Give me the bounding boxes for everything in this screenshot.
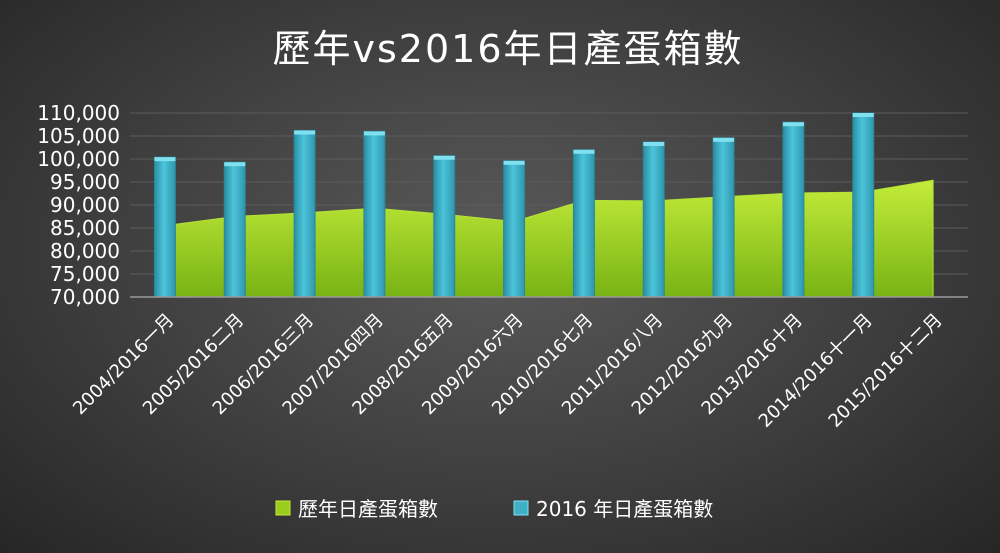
bar-top — [573, 149, 595, 154]
legend-swatch — [513, 500, 529, 516]
bar-top — [363, 131, 385, 136]
bar-top — [224, 162, 246, 167]
bar-top — [433, 155, 455, 160]
bar-top — [294, 130, 316, 135]
legend-swatch — [275, 500, 291, 516]
bar — [642, 141, 665, 298]
y-tick-label: 90,000 — [50, 193, 120, 217]
bar — [712, 137, 735, 298]
bar — [852, 112, 875, 298]
bar-top — [713, 137, 735, 142]
legend-label: 歷年日產蛋箱數 — [298, 497, 438, 521]
area-fill — [164, 179, 934, 298]
y-tick-label: 85,000 — [50, 216, 120, 240]
bar — [782, 121, 805, 298]
bar-top — [154, 157, 176, 162]
bar-series-layer — [153, 112, 875, 298]
y-tick-label: 105,000 — [37, 124, 120, 148]
bar — [363, 130, 386, 298]
bar — [293, 129, 316, 298]
legend-label: 2016 年日產蛋箱數 — [536, 497, 713, 521]
bar-top — [852, 113, 874, 117]
legend: 歷年日產蛋箱數 2016 年日產蛋箱數 — [275, 497, 713, 521]
bar — [433, 155, 456, 298]
bar-top — [782, 122, 804, 127]
bar-top — [643, 141, 665, 146]
area-series-layer — [164, 179, 934, 298]
bar — [503, 160, 526, 298]
bar — [153, 156, 176, 298]
y-tick-label: 70,000 — [50, 285, 120, 309]
chart-title: 歷年vs2016年日產蛋箱數 — [273, 27, 744, 71]
y-tick-label: 110,000 — [37, 101, 120, 125]
y-tick-label: 95,000 — [50, 170, 120, 194]
y-tick-label: 100,000 — [37, 147, 120, 171]
y-tick-label: 80,000 — [50, 239, 120, 263]
bar-top — [503, 160, 525, 165]
bar — [572, 149, 595, 298]
bar — [223, 161, 246, 298]
y-tick-label: 75,000 — [50, 262, 120, 286]
